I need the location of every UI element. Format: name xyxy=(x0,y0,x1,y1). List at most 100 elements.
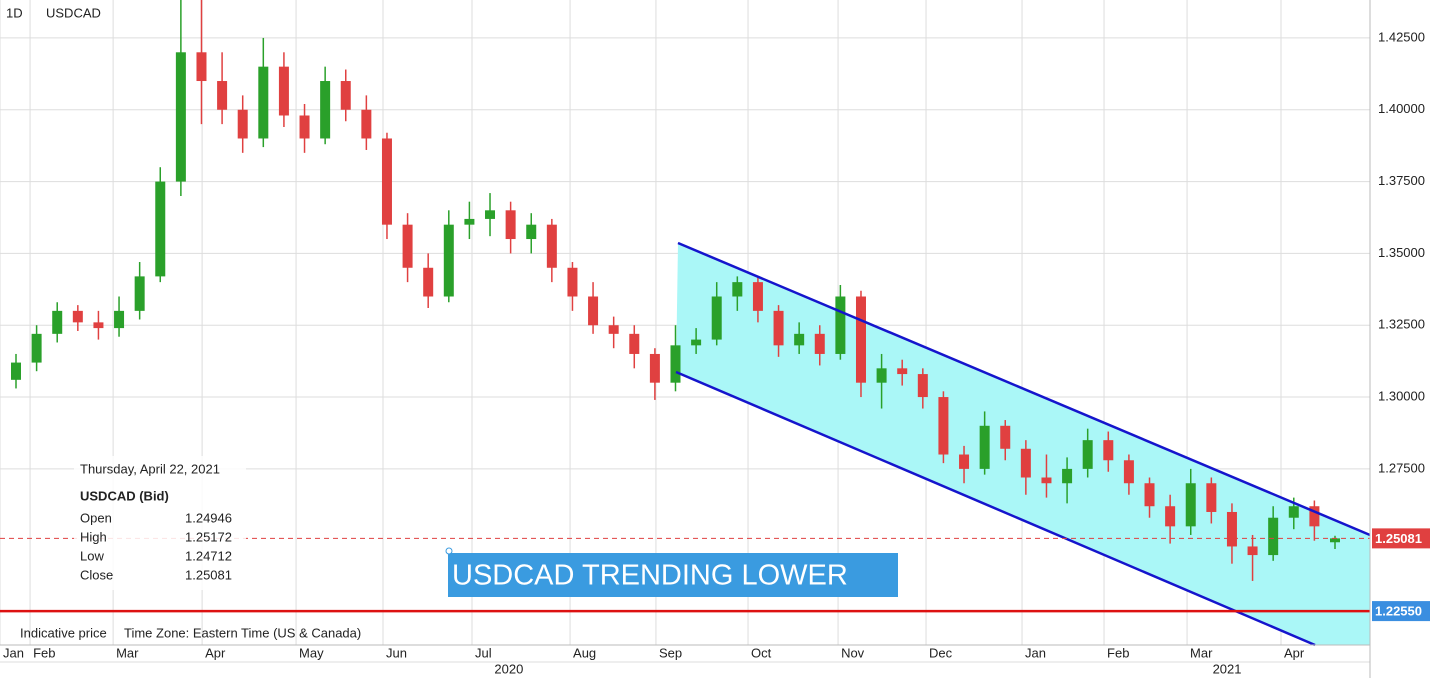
candle-body xyxy=(340,81,351,110)
x-tick-label: Mar xyxy=(1190,645,1213,660)
candle-body xyxy=(134,276,145,311)
candle-body xyxy=(237,109,248,139)
info-box xyxy=(74,456,246,590)
candle-body xyxy=(794,333,805,346)
candle-body xyxy=(196,52,207,82)
y-tick-label: 1.32500 xyxy=(1378,317,1425,332)
candle-body xyxy=(691,339,702,346)
interval: 1D xyxy=(6,5,23,20)
candle-body xyxy=(1288,506,1299,518)
info-label: High xyxy=(80,529,107,544)
symbol: USDCAD xyxy=(46,5,101,20)
candle-body xyxy=(114,310,125,329)
candle-body xyxy=(485,210,496,219)
x-tick-label: Jan xyxy=(1025,645,1046,660)
candle-body xyxy=(526,224,537,240)
candle-body xyxy=(1165,506,1176,527)
price-label: 1.25081 xyxy=(1375,531,1422,546)
candle-body xyxy=(175,52,186,182)
channel-fill xyxy=(676,243,1370,645)
candle-body xyxy=(649,353,660,383)
x-tick-label: Nov xyxy=(841,645,865,660)
candle-body xyxy=(93,322,104,329)
candle-body xyxy=(1330,538,1340,543)
candle-body xyxy=(278,66,289,116)
candle-body xyxy=(361,109,372,139)
candle-body xyxy=(381,138,392,225)
info-label: Close xyxy=(80,567,113,582)
candle-body xyxy=(588,296,599,326)
candle-body xyxy=(299,115,310,139)
x-tick-label: Jul xyxy=(475,645,492,660)
candle-body xyxy=(959,454,970,469)
candle-body xyxy=(1226,511,1237,547)
candle-body xyxy=(505,210,516,240)
candle-body xyxy=(1020,448,1031,478)
candle-body xyxy=(1082,440,1093,469)
candle-body xyxy=(52,310,63,334)
price-box xyxy=(1372,601,1430,622)
candle-body xyxy=(608,325,619,334)
candle-body xyxy=(464,218,475,225)
candle-body xyxy=(1000,425,1011,449)
x-tick-label: Jan xyxy=(3,645,24,660)
y-tick-label: 1.37500 xyxy=(1378,173,1425,188)
y-tick-label: 1.27500 xyxy=(1378,460,1425,475)
candle-body xyxy=(11,362,21,380)
annotation-anchor xyxy=(445,547,453,555)
candle-body xyxy=(1185,483,1196,527)
info-value: 1.25172 xyxy=(185,529,232,544)
info-value: 1.25081 xyxy=(185,567,232,582)
candle-body xyxy=(320,81,331,139)
candle-body xyxy=(1062,468,1073,484)
candle-body xyxy=(402,224,413,268)
x-tick-label: Dec xyxy=(929,645,953,660)
price-box xyxy=(1372,528,1430,549)
candle-body xyxy=(876,368,887,383)
x-tick-label: Mar xyxy=(116,645,139,660)
x-tick-label: Feb xyxy=(33,645,55,660)
channel-upper xyxy=(677,241,1371,537)
candle-body xyxy=(1123,460,1134,484)
candle-body xyxy=(1103,440,1114,461)
info-label: Open xyxy=(80,510,112,525)
x-tick-label: Apr xyxy=(1284,645,1305,660)
candle-body xyxy=(711,296,722,340)
candle-body xyxy=(814,333,825,354)
candle-body xyxy=(855,296,866,383)
candle-body xyxy=(546,224,557,268)
candle-body xyxy=(72,310,83,323)
candle-body xyxy=(917,374,928,398)
candle-body xyxy=(732,282,743,297)
x-tick-label: Aug xyxy=(573,645,596,660)
x-tick-label: Feb xyxy=(1107,645,1129,660)
footer-timezone: Time Zone: Eastern Time (US & Canada) xyxy=(124,625,361,640)
candle-body xyxy=(897,368,908,375)
info-label: Low xyxy=(80,548,104,563)
info-rows: Open 1.24946 High 1.25172 Low 1.24712 Close 1.2… xyxy=(80,510,232,582)
x-tick-label: Jun xyxy=(386,645,407,660)
channel-lower xyxy=(675,370,1316,647)
year-label: 2021 xyxy=(1213,661,1242,676)
candle-body xyxy=(443,224,454,297)
candle-body xyxy=(773,310,784,346)
x-tick-label: Oct xyxy=(751,645,772,660)
candle-body xyxy=(217,81,228,110)
candle-body xyxy=(979,425,990,469)
info-value: 1.24946 xyxy=(185,510,232,525)
year-label: 2020 xyxy=(494,661,523,676)
candle-body xyxy=(752,282,763,311)
candle-body xyxy=(31,333,42,363)
candle-body xyxy=(670,345,681,383)
candle-body xyxy=(835,296,846,354)
candle-body xyxy=(155,181,166,277)
candle-body xyxy=(258,66,269,139)
info-date: Thursday, April 22, 2021 xyxy=(80,461,220,476)
candle-body xyxy=(938,397,949,455)
info-value: 1.24712 xyxy=(185,548,232,563)
candle-body xyxy=(1247,546,1258,556)
x-tick-label: Sep xyxy=(659,645,682,660)
price-label: 1.22550 xyxy=(1375,604,1422,619)
annotation: USDCAD TRENDING LOWER xyxy=(452,560,848,592)
